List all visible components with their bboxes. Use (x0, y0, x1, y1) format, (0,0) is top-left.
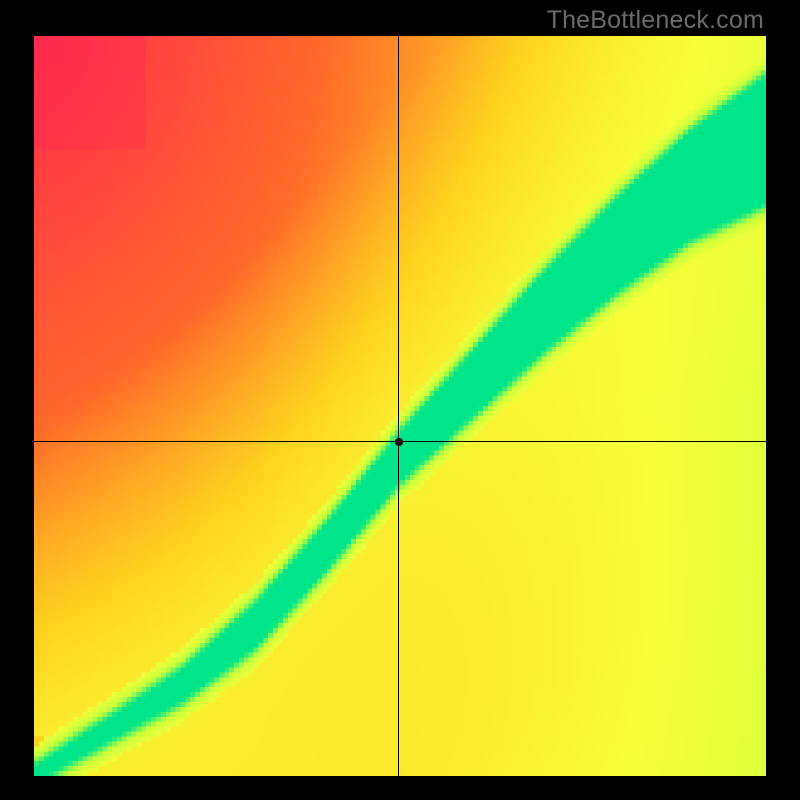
heatmap-plot (34, 36, 766, 776)
heatmap-canvas (34, 36, 766, 776)
crosshair-vertical (398, 36, 399, 776)
crosshair-dot (395, 438, 403, 446)
chart-frame: TheBottleneck.com (0, 0, 800, 800)
watermark-text: TheBottleneck.com (547, 6, 764, 35)
